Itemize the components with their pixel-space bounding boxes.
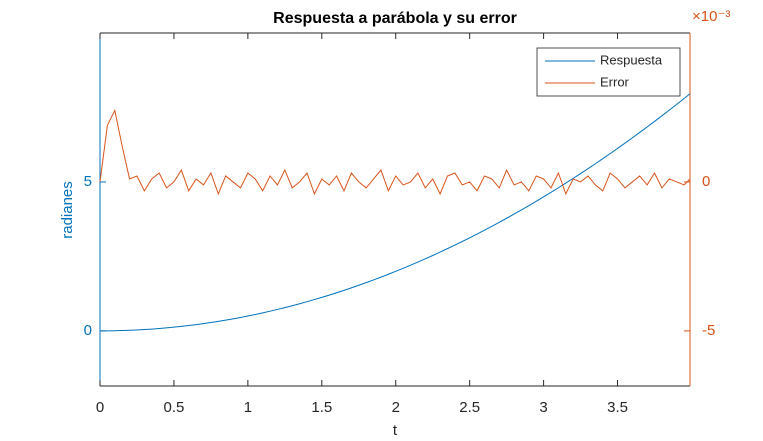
y2-tick-label: -5	[702, 322, 715, 339]
x-axis-label: t	[393, 422, 398, 436]
x-tick-label: 1.5	[311, 399, 332, 416]
x-tick-label: 2.5	[459, 399, 480, 416]
legend: Respuesta Error	[536, 47, 681, 97]
x-tick-label: 3.5	[607, 399, 628, 416]
series-line	[99, 108, 691, 196]
y-tick-label: 0	[84, 322, 92, 339]
chart-title: Respuesta a parábola y su error	[273, 10, 517, 27]
x-tick-label: 3	[539, 399, 547, 416]
y2-tick-label: 0	[702, 173, 710, 190]
legend-label: Error	[600, 74, 630, 89]
x-tick-label: 0.5	[164, 399, 185, 416]
x-tick-label: 0	[96, 399, 104, 416]
legend-label: Respuesta	[600, 52, 663, 67]
x-tick-label: 2	[392, 399, 400, 416]
y2-exponent: ×10⁻³	[692, 8, 730, 25]
y-axis-label: radianes	[59, 181, 76, 239]
y-tick-label: 5	[84, 173, 92, 190]
x-tick-label: 1	[244, 399, 252, 416]
series-line	[99, 93, 691, 332]
legend-box	[536, 47, 681, 97]
